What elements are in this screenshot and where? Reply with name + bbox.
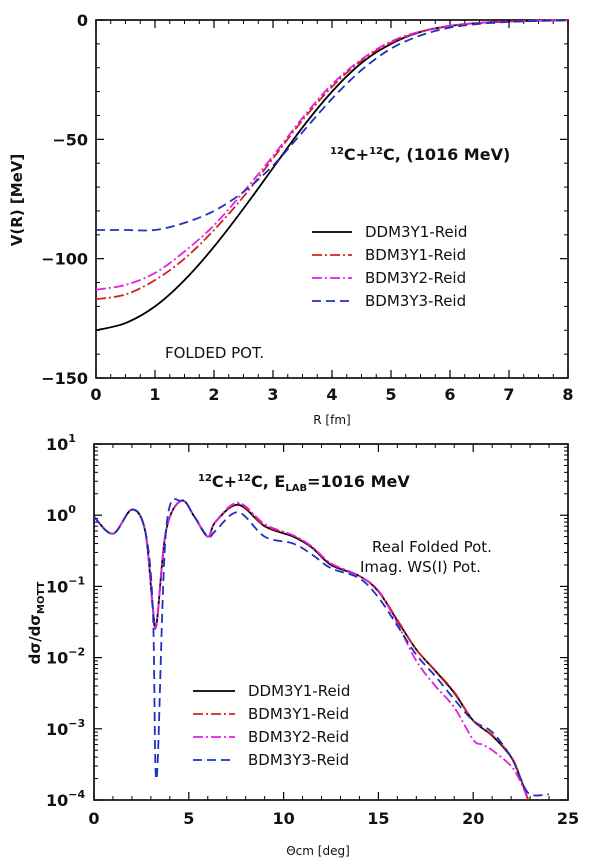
- potential-x-tick-label: 3: [267, 385, 278, 404]
- cross-section-x-tick-label: 10: [272, 809, 294, 828]
- cross-section-legend: DDM3Y1-Reid BDM3Y1-Reid BDM3Y2-Reid BDM3Y3-…: [193, 682, 350, 769]
- cross-section-x-tick-label: 25: [557, 809, 579, 828]
- folded-pot-annotation: FOLDED POT.: [165, 344, 264, 362]
- potential-x-tick-label: 0: [90, 385, 101, 404]
- potential-x-axis-label: R [fm]: [313, 413, 350, 427]
- potential-x-tick-label: 2: [208, 385, 219, 404]
- potential-y-tick-label: −50: [52, 130, 88, 149]
- potential-plot-frame: [95, 19, 569, 379]
- cross-section-legend-label: BDM3Y1-Reid: [248, 705, 349, 723]
- cross-section-x-tick-label: 20: [462, 809, 484, 828]
- cross-section-x-axis-label: Θcm [deg]: [286, 844, 350, 858]
- cross-section-legend-label: BDM3Y3-Reid: [248, 751, 349, 769]
- potential-series-line: [95, 19, 569, 332]
- potential-x-tick-label: 8: [562, 385, 573, 404]
- potential-chart: 0 1 2 3 4 5 6 7 80−50−100−150 V(R) [MeV] R [fm] …: [8, 11, 574, 427]
- cross-section-y-tick-label: 10−1: [46, 574, 85, 596]
- potential-series-line: [95, 19, 569, 232]
- cross-section-chart: 0 5 10 15 20 25 101 100 10−1 10−2 10−3 10−4 dσ/dσMO…: [26, 432, 579, 858]
- cross-section-series: [94, 498, 550, 800]
- cross-section-legend-label: DDM3Y1-Reid: [248, 682, 350, 700]
- real-folded-pot-annotation: Real Folded Pot.: [372, 538, 492, 556]
- cross-section-x-tick-label: 5: [183, 809, 194, 828]
- potential-x-tick-label: 7: [503, 385, 514, 404]
- cross-section-x-tick-label: 0: [88, 809, 99, 828]
- potential-x-tick-label: 6: [444, 385, 455, 404]
- cross-section-plot-frame: [93, 443, 569, 801]
- cross-section-chart-title: 12C+12C, ELAB=1016 MeV: [198, 472, 410, 494]
- potential-y-tick-label: 0: [77, 11, 88, 30]
- potential-legend: DDM3Y1-Reid BDM3Y1-Reid BDM3Y2-Reid BDM3Y3-…: [312, 223, 467, 310]
- potential-x-tick-label: 1: [149, 385, 160, 404]
- cross-section-y-tick-label: 10−4: [46, 788, 85, 810]
- potential-chart-title: 12C+12C, (1016 MeV): [330, 145, 510, 164]
- potential-legend-label: DDM3Y1-Reid: [365, 223, 467, 241]
- potential-series: [95, 19, 569, 332]
- potential-legend-label: BDM3Y1-Reid: [365, 246, 466, 264]
- cross-section-y-tick-label: 10−3: [46, 717, 85, 739]
- imag-ws-pot-annotation: Imag. WS(I) Pot.: [360, 558, 481, 576]
- potential-y-axis-label: V(R) [MeV]: [8, 154, 26, 247]
- cross-section-y-tick-label: 101: [46, 432, 76, 454]
- cross-section-y-axis-label: dσ/dσMOTT: [26, 581, 47, 664]
- potential-y-tick-label: −150: [41, 369, 88, 388]
- cross-section-series-line: [94, 498, 550, 797]
- potential-x-tick-label: 5: [385, 385, 396, 404]
- cross-section-y-tick-label: 10−2: [46, 646, 85, 668]
- potential-x-tick-label: 4: [326, 385, 337, 404]
- potential-legend-label: BDM3Y3-Reid: [365, 292, 466, 310]
- cross-section-legend-label: BDM3Y2-Reid: [248, 728, 349, 746]
- potential-y-tick-label: −100: [41, 250, 88, 269]
- cross-section-x-tick-label: 15: [367, 809, 389, 828]
- cross-section-series-line: [94, 499, 530, 800]
- potential-ticks: 0 1 2 3 4 5 6 7 8 0 −50 −100 −150: [41, 11, 573, 404]
- cross-section-y-tick-label: 100: [46, 503, 76, 525]
- potential-legend-label: BDM3Y2-Reid: [365, 269, 466, 287]
